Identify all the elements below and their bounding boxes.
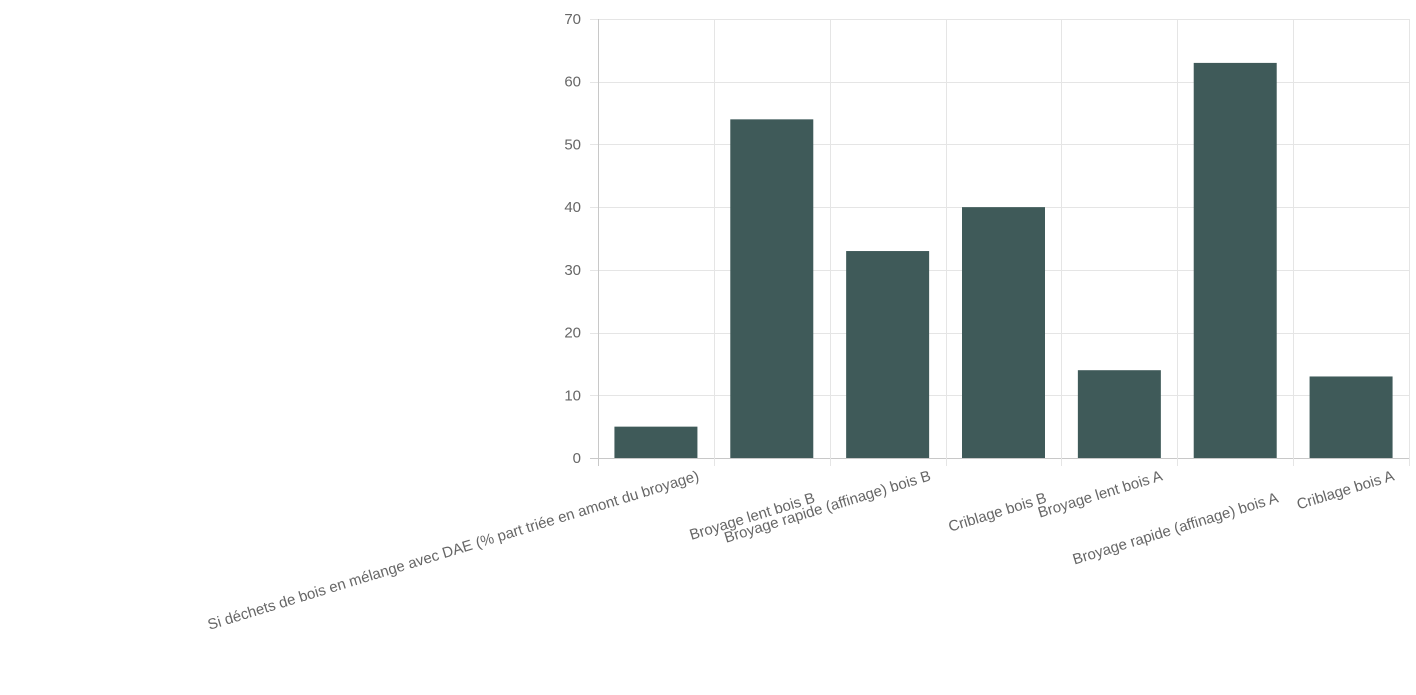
bar (1077, 370, 1161, 458)
y-axis-tick-labels: 0 10 20 30 40 50 60 70 (564, 11, 581, 467)
y-tick-label: 60 (564, 74, 581, 91)
bar (614, 426, 698, 458)
bar (962, 207, 1045, 458)
x-tick-label: Si déchets de bois en mélange avec DAE (… (206, 468, 701, 634)
bar (846, 251, 930, 458)
y-tick-label: 50 (564, 136, 581, 153)
bar (1193, 62, 1277, 459)
y-tick-label: 0 (573, 450, 581, 467)
y-tick-label: 30 (564, 262, 581, 279)
y-tick-label: 40 (564, 199, 581, 216)
x-tick-label: Criblage bois A (1295, 468, 1396, 514)
x-tick-label: Criblage bois B (946, 490, 1048, 536)
y-tick-label: 10 (564, 387, 581, 404)
x-axis-tick-labels: Si déchets de bois en mélange avec DAE (… (206, 468, 1397, 634)
y-tick-label: 20 (564, 325, 581, 342)
bar (730, 119, 814, 458)
x-tick-label: Broyage lent bois A (1036, 468, 1165, 522)
bars (614, 62, 1393, 459)
y-tick-label: 70 (564, 11, 581, 28)
bar (1309, 376, 1393, 458)
